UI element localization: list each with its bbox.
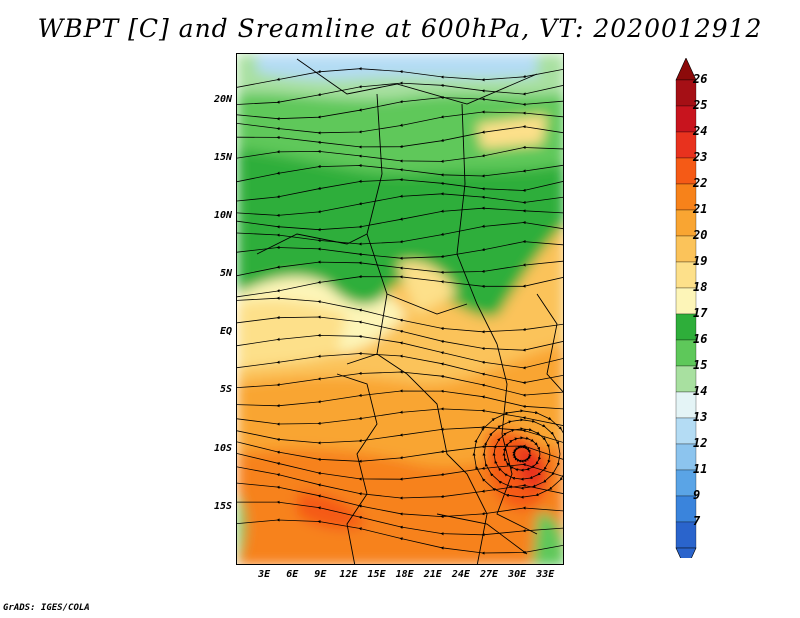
- colorbar-level-label: 18: [693, 280, 708, 294]
- lat-tick-label: 20N: [213, 93, 232, 105]
- lon-tick-label: 24E: [451, 569, 470, 580]
- lon-tick-label: 27E: [479, 569, 499, 580]
- lon-tick-label: 9E: [314, 569, 327, 580]
- lat-tick-label: 10S: [213, 442, 232, 454]
- lat-tick-label: 15S: [213, 500, 232, 512]
- colorbar-level-label: 26: [693, 72, 708, 86]
- colorbar-level-label: 23: [693, 150, 708, 164]
- footer-credit: GrADS: IGES/COLA: [3, 603, 90, 613]
- lon-tick-label: 15E: [367, 569, 386, 580]
- colorbar-level-label: 12: [693, 436, 708, 450]
- streamline: [472, 409, 563, 499]
- lat-tick-label: EQ: [219, 326, 232, 338]
- lat-tick-label: 10N: [213, 209, 232, 221]
- colorbar-level-label: 7: [693, 514, 701, 528]
- streamline: [237, 260, 563, 277]
- colorbar-level-label: 13: [693, 410, 708, 424]
- lon-tick-label: 18E: [395, 569, 414, 580]
- lon-tick-label: 12E: [339, 569, 358, 580]
- lon-tick-label: 30E: [508, 569, 527, 580]
- colorbar-level-label: 17: [693, 306, 708, 320]
- streamline: [237, 518, 563, 555]
- colorbar: [675, 58, 697, 558]
- colorbar-level-label: 14: [693, 384, 708, 398]
- streamline: [237, 163, 563, 183]
- colorbar-level-label: 24: [693, 124, 708, 138]
- lon-tick-label: 21E: [423, 569, 442, 580]
- streamlines: [237, 67, 563, 555]
- colorbar-level-label: 20: [693, 228, 708, 242]
- streamline: [237, 389, 563, 410]
- colorbar-level-label: 15: [693, 358, 708, 372]
- colorbar-level-label: 21: [693, 202, 708, 216]
- map-panel: [236, 53, 564, 565]
- colorbar-level-label: 16: [693, 332, 708, 346]
- colorbar-level-label: 25: [693, 98, 708, 112]
- streamline: [237, 274, 563, 298]
- lon-tick-label: 33E: [536, 569, 555, 580]
- lat-tick-label: 15N: [213, 151, 232, 163]
- colorbar-bottom-arrow: [675, 547, 697, 558]
- colorbar-level-label: 11: [693, 462, 708, 476]
- lon-tick-label: 3E: [258, 569, 271, 580]
- colorbar-level-label: 19: [693, 254, 708, 268]
- map-title: WBPT [C] and Sreamline at 600hPa, VT: 20…: [37, 14, 763, 43]
- map-canvas: [237, 54, 563, 564]
- colorbar-level-label: 22: [693, 176, 708, 190]
- lat-tick-label: 5S: [219, 384, 232, 396]
- streamline: [237, 67, 563, 88]
- wbpt-field: [237, 54, 563, 564]
- streamline: [237, 145, 563, 163]
- colorbar-level-label: 9: [693, 488, 701, 502]
- lat-tick-label: 5N: [219, 268, 232, 280]
- lon-tick-label: 6E: [286, 569, 299, 580]
- streamline: [237, 239, 563, 260]
